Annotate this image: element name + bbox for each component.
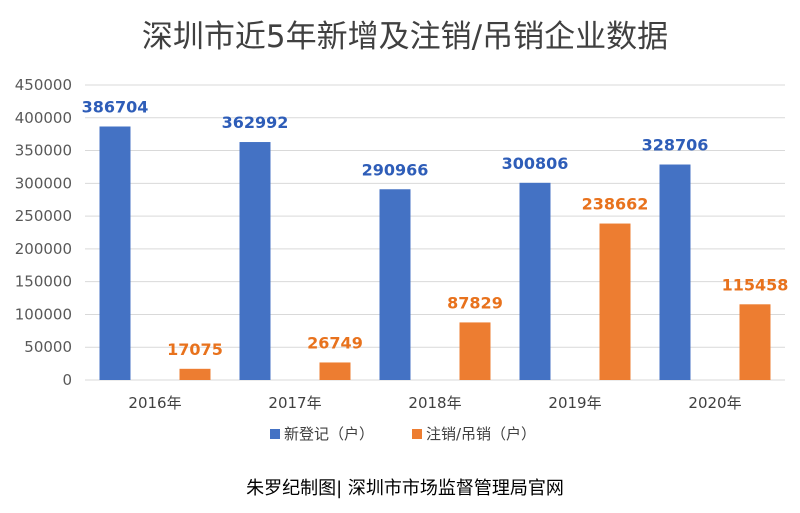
- bar-series-1-0: [179, 368, 211, 380]
- x-tick-label: 2018年: [408, 394, 461, 412]
- legend-swatch-series-0: [270, 429, 280, 439]
- bars: [99, 126, 771, 380]
- grid-lines: [85, 84, 785, 381]
- y-tick-label: 200000: [15, 240, 72, 258]
- bar-series-1-4: [739, 304, 771, 380]
- bar-series-1-2: [459, 322, 491, 380]
- bar-series-0-3: [519, 182, 551, 380]
- y-tick-label: 450000: [15, 76, 72, 94]
- data-label-series-0-1: 362992: [222, 113, 289, 132]
- y-tick-label: 250000: [15, 207, 72, 225]
- source-note: 朱罗纪制图| 深圳市市场监督管理局官网: [246, 478, 564, 499]
- bar-series-1-3: [599, 223, 631, 380]
- y-tick-label: 300000: [15, 174, 72, 192]
- y-axis-ticks: 0 50000 100000 150000 200000 250000 300000 3500…: [15, 76, 72, 389]
- y-tick-label: 0: [62, 371, 72, 389]
- data-label-series-1-1: 26749: [307, 333, 363, 352]
- legend-swatch-series-1: [412, 429, 422, 439]
- legend-label-series-1: 注销/吊销（户）: [426, 425, 536, 443]
- bar-series-0-2: [379, 189, 411, 380]
- data-label-series-1-3: 238662: [582, 195, 649, 214]
- data-label-series-1-4: 115458: [722, 275, 789, 294]
- x-tick-label: 2019年: [548, 394, 601, 412]
- bar-series-0-1: [239, 142, 271, 380]
- y-tick-label: 50000: [24, 338, 72, 356]
- y-tick-label: 350000: [15, 142, 72, 160]
- x-axis-ticks: 2016年 2017年 2018年 2019年 2020年: [128, 394, 741, 412]
- data-labels: 386704 17075 362992 26749 290966 87829 300806 2…: [82, 97, 789, 358]
- data-label-series-1-0: 17075: [167, 340, 223, 359]
- bar-series-1-1: [319, 362, 351, 380]
- data-label-series-0-3: 300806: [502, 154, 569, 173]
- data-label-series-1-2: 87829: [447, 293, 503, 312]
- data-label-series-0-4: 328706: [642, 136, 709, 155]
- bar-series-0-0: [99, 126, 131, 380]
- x-tick-label: 2016年: [128, 394, 181, 412]
- y-tick-label: 150000: [15, 273, 72, 291]
- legend: 新登记（户） 注销/吊销（户）: [270, 425, 536, 443]
- x-tick-label: 2020年: [688, 394, 741, 412]
- y-tick-label: 100000: [15, 305, 72, 323]
- data-label-series-0-0: 386704: [82, 97, 149, 116]
- data-label-series-0-2: 290966: [362, 160, 429, 179]
- chart-title: 深圳市近5年新增及注销/吊销企业数据: [142, 19, 668, 55]
- y-tick-label: 400000: [15, 109, 72, 127]
- legend-label-series-0: 新登记（户）: [284, 425, 374, 443]
- bar-series-0-4: [659, 164, 691, 380]
- x-tick-label: 2017年: [268, 394, 321, 412]
